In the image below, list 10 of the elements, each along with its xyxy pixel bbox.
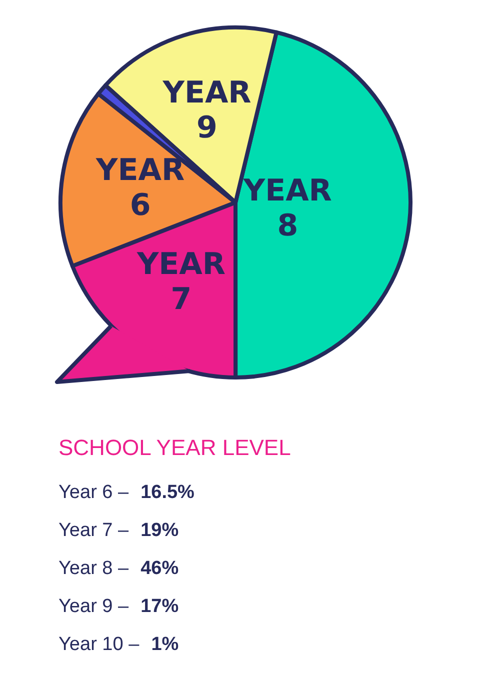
- legend-title: SCHOOL YEAR LEVEL: [58, 435, 291, 460]
- text: Year 7 – 19%: [58, 520, 179, 541]
- slice-label: YEAR 8: [242, 174, 332, 244]
- slice-label: YEAR 9: [162, 76, 252, 146]
- text: Year 10 – 1%: [58, 634, 179, 655]
- text: Year 6 – 16.5%: [58, 482, 195, 503]
- text: Year 8 – 46%: [58, 558, 179, 579]
- text: Year 9 – 17%: [58, 596, 179, 617]
- slice-label: YEAR 7: [136, 246, 226, 317]
- slice-label: YEAR 6: [95, 153, 185, 224]
